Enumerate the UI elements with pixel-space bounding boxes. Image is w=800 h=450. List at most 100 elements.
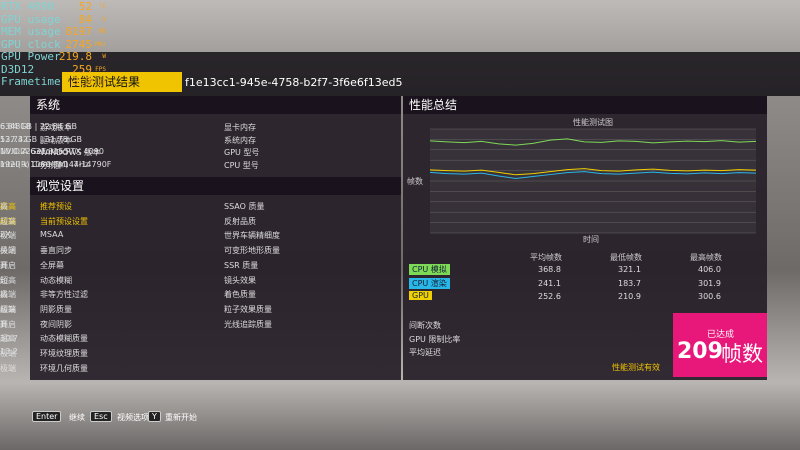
series-line: [429, 138, 757, 146]
sys-value: NVIDIA GeForce RTX 4090: [0, 147, 104, 156]
key: Y: [148, 411, 161, 422]
osd-value: 3.2: [72, 75, 92, 88]
sys-value: 12.73 GB | 31.78 GB: [0, 134, 83, 144]
title: 性能测试结果: [62, 72, 182, 92]
cell: 406.0: [698, 265, 721, 274]
osd-unit: W: [102, 53, 106, 60]
cell: 210.9: [618, 292, 641, 301]
key-action: 继续: [69, 413, 85, 422]
setting-label: 动态模糊: [40, 275, 72, 285]
osd-value: 84: [78, 12, 92, 26]
setting-label: 光线追踪质量: [224, 319, 272, 329]
run-id: f1e13cc1-945e-4758-b2f7-3f6e6f13ed5: [185, 76, 403, 89]
cell: 300.6: [698, 292, 721, 301]
osd-unit: FPS: [95, 65, 106, 73]
key-action: 视频选项: [117, 413, 149, 422]
sys-value: 634818: [0, 122, 31, 131]
osd-label: RTX 4090: [1, 0, 54, 13]
setting-label: 当前预设设置: [40, 216, 88, 226]
col-head: 最高帧数: [690, 253, 722, 262]
setting-value: 超高: [0, 275, 16, 285]
osd-unit: MB: [98, 28, 106, 35]
setting-value: 极端: [0, 246, 16, 256]
setting-value: 极高: [0, 202, 16, 211]
setting-label: 世界车辆精细度: [224, 231, 280, 241]
setting-label: 环境纹理质量: [40, 349, 88, 358]
setting-label: 夜间阴影: [40, 319, 72, 329]
setting-value: 超高: [0, 334, 16, 344]
sys-label: CPU 型号: [224, 160, 259, 170]
sys-label: GPU 型号: [224, 148, 260, 157]
osd-label: MEM usage: [1, 25, 61, 38]
sys-label: 显卡内存: [224, 123, 256, 132]
legend-chip: GPU: [409, 291, 432, 300]
osd-unit: ms: [98, 78, 106, 85]
setting-label: 非等方性过滤: [40, 290, 88, 300]
setting-label: SSR 质量: [224, 260, 259, 270]
badge: 已达成 209 帧数: [673, 313, 767, 377]
setting-value: 高: [0, 319, 8, 329]
badge-top: 已达成: [707, 330, 735, 340]
setting-value: 开启: [0, 319, 16, 329]
sys-value: Intel(R) Core(TM) i7-14790F: [0, 159, 112, 169]
setting-value: 极端: [0, 349, 16, 358]
key: Esc: [90, 411, 112, 422]
stat-value: 13.2: [0, 347, 18, 356]
sys-value: 537.42: [0, 134, 28, 144]
osd-value: 2745: [65, 37, 93, 51]
x-label: 时间: [583, 234, 599, 244]
setting-label: 推荐预设: [40, 202, 72, 211]
cell: 241.1: [538, 278, 561, 288]
osd-unit: %: [102, 15, 106, 23]
setting-label: 着色质量: [224, 290, 256, 300]
cell: 321.1: [618, 265, 641, 274]
setting-value: 极端: [0, 290, 16, 300]
key-action: 重新开始: [165, 413, 197, 422]
setting-value: 高: [0, 290, 8, 300]
summary-title: 性能总结: [403, 96, 767, 114]
setting-value: 超高: [0, 216, 16, 226]
visual-title: 视觉设置: [30, 177, 401, 195]
chart: 性能测试图 帧数 时间: [407, 117, 757, 244]
setting-value: 关闭: [0, 246, 16, 256]
cell: 301.9: [698, 278, 721, 288]
left-panel: [30, 96, 401, 380]
setting-label: 可变形地形质量: [224, 246, 280, 256]
setting-value: 极端: [0, 363, 16, 373]
stat-label: GPU 限制比率: [409, 334, 461, 344]
valid: 性能测试有效: [612, 363, 660, 372]
osd-unit: °C: [98, 3, 106, 10]
badge-value: 209: [677, 339, 723, 364]
sys-value: 10.0.22631.3155: [0, 147, 69, 156]
setting-label: 镜头效果: [224, 275, 256, 285]
badge-unit: 帧数: [721, 342, 763, 366]
cell: 252.6: [538, 292, 561, 301]
cell: 368.8: [538, 265, 561, 274]
setting-value: 超高: [0, 304, 16, 314]
setting-value: 极端: [0, 304, 16, 314]
col-head: 最低帧数: [610, 253, 642, 262]
sys-label: 分辨率: [40, 160, 64, 170]
sys-value: 1920 x 1080 @ 144Hz: [0, 159, 90, 169]
setting-label: SSAO 质量: [224, 202, 265, 211]
osd-label: D3D12: [1, 62, 35, 76]
stat-value: 1: [0, 320, 6, 329]
setting-label: 反射品质: [224, 216, 256, 226]
cell: 183.7: [618, 278, 641, 288]
osd-unit: MHz: [95, 40, 106, 48]
sys-label: 游戏版本: [40, 123, 72, 132]
osd-label: GPU Power: [1, 50, 61, 63]
setting-label: 阴影质量: [40, 304, 72, 314]
osd-label: GPU usage: [1, 12, 61, 26]
setting-label: 粒子效果质量: [224, 304, 272, 314]
sys-label: 驱动版本: [40, 135, 72, 145]
series-line: [429, 168, 757, 176]
osd-label: GPU clock: [1, 37, 61, 51]
setting-label: MSAA: [40, 230, 64, 240]
setting-value: 极端: [0, 231, 16, 241]
setting-value: 高: [0, 202, 8, 211]
sys-label: 系统内存: [224, 135, 256, 145]
sys-label: WINDOWS 版本: [40, 148, 101, 157]
chart-title: 性能测试图: [573, 117, 613, 127]
